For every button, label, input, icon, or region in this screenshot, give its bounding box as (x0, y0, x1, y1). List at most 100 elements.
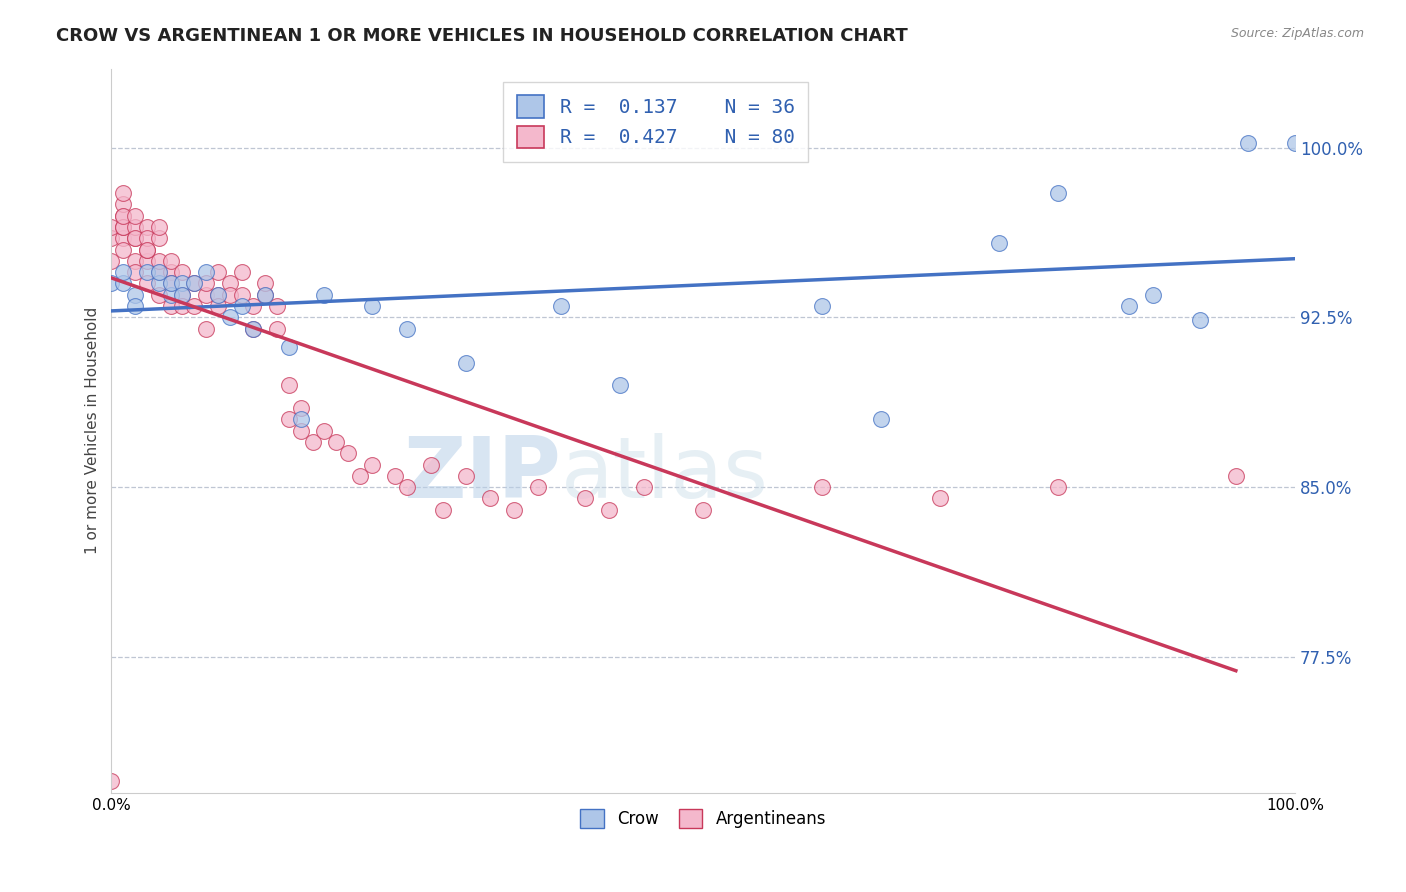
Text: atlas: atlas (561, 433, 769, 516)
Point (207, 288, 229, 302)
Point (124, 265, 146, 279)
Point (148, 253, 170, 268)
Point (100, 253, 122, 268)
Point (148, 231, 170, 245)
Point (1118, 299, 1140, 313)
Point (526, 480, 548, 494)
Point (242, 299, 264, 313)
Point (172, 288, 194, 302)
Point (159, 299, 181, 313)
Point (135, 231, 157, 245)
Point (1142, 288, 1164, 302)
Point (479, 491, 502, 506)
Point (278, 340, 301, 354)
Point (301, 434, 323, 449)
Point (135, 277, 157, 291)
Point (266, 322, 288, 336)
Point (598, 503, 620, 517)
Point (124, 253, 146, 268)
Point (148, 219, 170, 234)
Point (112, 219, 135, 234)
Point (124, 231, 146, 245)
Point (314, 288, 336, 302)
Point (349, 468, 371, 483)
Point (218, 310, 240, 325)
Point (135, 265, 157, 279)
Point (692, 503, 714, 517)
Point (384, 468, 406, 483)
Point (266, 299, 288, 313)
Point (148, 265, 170, 279)
Point (148, 277, 170, 291)
Point (112, 243, 135, 257)
Point (207, 265, 229, 279)
Point (1284, 136, 1306, 151)
Text: Source: ZipAtlas.com: Source: ZipAtlas.com (1230, 27, 1364, 40)
Point (112, 197, 135, 211)
Point (148, 288, 170, 302)
Point (112, 209, 135, 223)
Point (231, 288, 253, 302)
Point (574, 491, 596, 506)
Point (550, 299, 572, 313)
Point (290, 424, 312, 438)
Point (988, 235, 1011, 250)
Point (124, 299, 146, 313)
Point (242, 322, 264, 336)
Point (207, 299, 229, 313)
Point (112, 231, 135, 245)
Text: ZIP: ZIP (404, 433, 561, 516)
Point (810, 480, 832, 494)
Point (135, 243, 157, 257)
Point (929, 491, 952, 506)
Point (456, 356, 478, 370)
Point (172, 277, 194, 291)
Point (195, 277, 218, 291)
Point (195, 265, 218, 279)
Point (159, 288, 181, 302)
Point (172, 288, 194, 302)
Point (159, 253, 181, 268)
Point (172, 299, 194, 313)
Point (869, 412, 891, 426)
Y-axis label: 1 or more Vehicles in Household: 1 or more Vehicles in Household (86, 307, 100, 554)
Point (159, 277, 181, 291)
Point (360, 458, 382, 472)
Point (254, 277, 277, 291)
Point (609, 378, 631, 392)
Point (195, 322, 218, 336)
Point (1189, 312, 1212, 326)
Point (124, 231, 146, 245)
Point (207, 288, 229, 302)
Point (1225, 468, 1247, 483)
Point (314, 424, 336, 438)
Point (456, 468, 478, 483)
Point (432, 503, 454, 517)
Point (325, 434, 347, 449)
Point (396, 480, 419, 494)
Point (290, 412, 312, 426)
Point (396, 322, 419, 336)
Point (420, 458, 443, 472)
Point (159, 265, 181, 279)
Point (254, 288, 277, 302)
Point (100, 231, 122, 245)
Point (360, 299, 382, 313)
Point (100, 774, 122, 789)
Point (633, 480, 655, 494)
Point (124, 209, 146, 223)
Point (195, 288, 218, 302)
Point (1047, 480, 1070, 494)
Point (112, 219, 135, 234)
Point (100, 277, 122, 291)
Point (112, 277, 135, 291)
Point (278, 378, 301, 392)
Point (124, 288, 146, 302)
Point (135, 243, 157, 257)
Point (183, 277, 205, 291)
Point (242, 322, 264, 336)
Point (1047, 186, 1070, 200)
Point (183, 277, 205, 291)
Point (218, 277, 240, 291)
Point (502, 503, 524, 517)
